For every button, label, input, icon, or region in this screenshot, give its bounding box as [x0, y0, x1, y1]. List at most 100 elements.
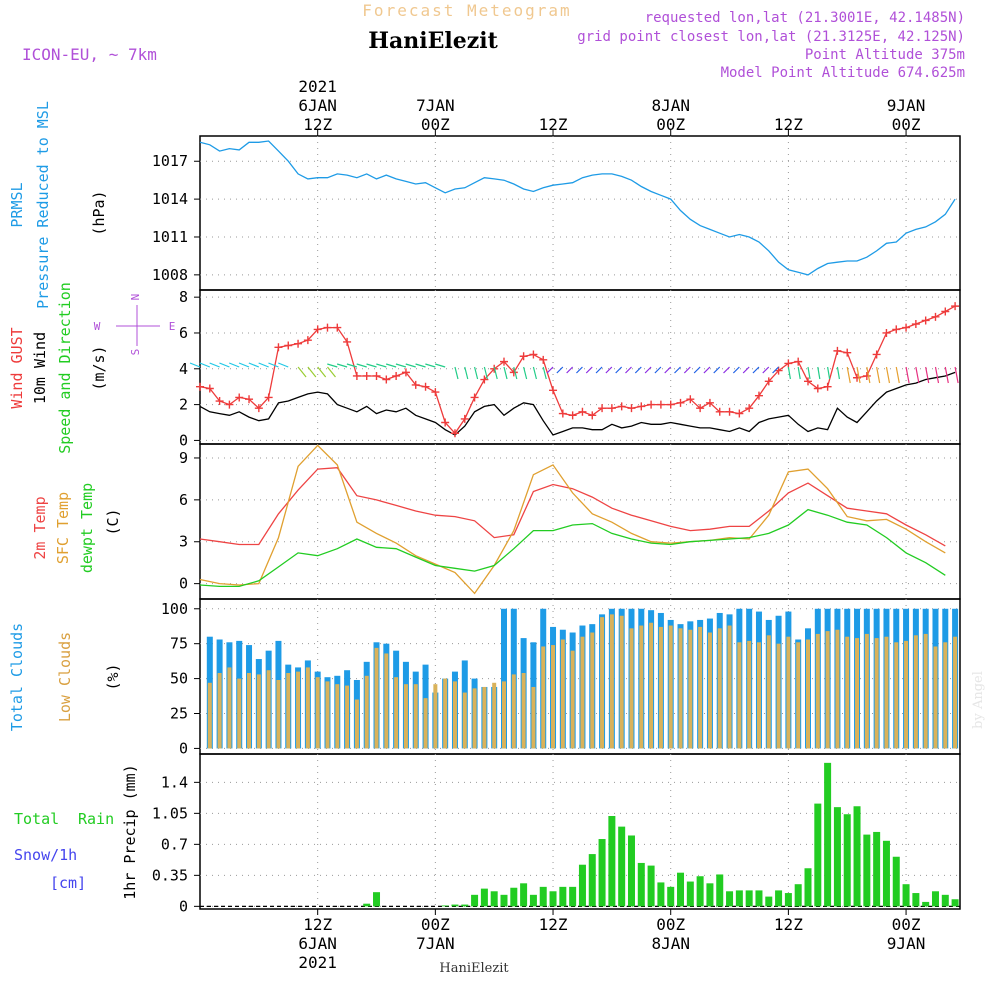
low-cloud-bar — [639, 625, 644, 749]
gust-marker — [352, 371, 361, 380]
low-cloud-bar — [698, 626, 703, 749]
gust-marker — [833, 346, 842, 355]
gust-marker — [284, 341, 293, 350]
gust-line — [199, 305, 956, 435]
rain-bar — [461, 904, 469, 907]
pressure-label-2: Pressure Reduced to MSL — [34, 101, 52, 309]
gust-marker — [362, 371, 371, 380]
rain-bar — [804, 868, 812, 907]
gust-marker — [813, 384, 822, 393]
wind-direction-arrow — [807, 366, 811, 380]
low-cloud-bar — [747, 640, 752, 749]
wind-direction-arrow — [905, 366, 910, 384]
gust-marker — [627, 404, 636, 413]
wind-label: 10m Wind — [31, 332, 49, 404]
wind-direction-arrow — [723, 366, 730, 374]
wind-direction-arrow — [307, 366, 317, 378]
gust-marker — [294, 339, 303, 348]
gust-marker — [892, 325, 901, 334]
wind-direction-arrow — [327, 366, 336, 378]
rain-bar — [794, 884, 802, 907]
gust-marker — [578, 407, 587, 416]
rain-bar — [765, 896, 773, 907]
low-cloud-bar — [462, 692, 467, 749]
rain-bar — [529, 894, 537, 907]
gust-marker — [921, 316, 930, 325]
wind-direction-arrow — [556, 366, 564, 374]
wind-direction-arrow — [797, 366, 801, 380]
wind-direction-arrow — [464, 366, 469, 380]
gust-marker — [745, 404, 754, 413]
gust-marker — [754, 391, 763, 400]
y-tick-label: 8 — [179, 288, 188, 306]
rain-bar — [657, 882, 665, 907]
low-cloud-bar — [413, 684, 418, 749]
low-cloud-bar — [913, 635, 918, 749]
rain-bar — [716, 874, 724, 907]
wind-unit: (m/s) — [90, 345, 108, 390]
wind-direction-arrow — [925, 366, 930, 384]
low-cloud-bar — [658, 626, 663, 749]
low-cloud-bar — [864, 633, 869, 749]
gust-marker — [588, 411, 597, 420]
sfc-temp-label: SFC Temp — [54, 492, 72, 564]
wind-direction-arrow — [258, 362, 269, 368]
gust-marker — [343, 337, 352, 346]
gust-marker — [382, 375, 391, 384]
bottom-time-label: 00Z — [892, 915, 921, 934]
rain-bar — [480, 888, 488, 907]
gust-marker — [666, 400, 675, 409]
wind-direction-arrow — [866, 366, 871, 384]
wind-direction-arrow — [827, 366, 831, 380]
gust-marker — [941, 307, 950, 316]
gust-marker — [804, 377, 812, 386]
rain-bar — [941, 894, 949, 907]
wind-direction-arrow — [615, 366, 623, 374]
low-cloud-bar — [727, 625, 732, 749]
rain-bar — [824, 762, 832, 907]
gust-marker — [853, 373, 862, 382]
rain-bar — [578, 864, 586, 907]
y-tick-label: 0 — [179, 575, 188, 593]
gust-marker — [598, 404, 607, 413]
low-cloud-bar — [551, 645, 556, 749]
low-cloud-bar — [354, 699, 359, 749]
low-cloud-bar — [845, 636, 850, 749]
wind-direction-arrow — [415, 363, 426, 368]
y-tick-label: 4 — [179, 360, 188, 378]
low-cloud-bar — [894, 642, 899, 749]
low-cloud-bar — [256, 674, 261, 749]
rain-bar — [843, 814, 851, 907]
wind-direction-arrow — [566, 366, 574, 374]
y-tick-label: 3 — [179, 533, 188, 551]
wind-direction-arrow — [503, 366, 508, 380]
side-credit: by Angel — [971, 671, 986, 729]
wind-direction-arrow — [189, 362, 201, 368]
rain-bar — [618, 826, 626, 907]
low-cloud-bar — [227, 667, 232, 749]
low-cloud-bar — [933, 646, 938, 749]
gust-marker — [264, 393, 273, 402]
wind-direction-arrow — [385, 363, 397, 368]
wind-direction-arrow — [405, 363, 416, 368]
panel-frame-wind — [199, 289, 961, 445]
low-cloud-bar — [590, 632, 595, 749]
rain-bar — [559, 886, 567, 907]
bottom-time-label: 00Z — [421, 915, 450, 934]
rain-bar — [677, 872, 685, 907]
top-time-label: 6JAN — [298, 96, 337, 115]
product-title: Forecast Meteogram — [362, 1, 571, 20]
point-altitude: Point Altitude 375m — [805, 47, 965, 63]
pressure-label-1: PRMSL — [8, 182, 26, 227]
y-tick-label: 1017 — [152, 152, 188, 170]
wind-direction-arrow — [876, 366, 881, 384]
wind-direction-arrow — [787, 366, 791, 380]
y-tick-label: 1008 — [152, 266, 188, 284]
gust-marker — [911, 320, 920, 329]
wind-direction-arrow — [674, 366, 681, 374]
gust-marker — [647, 400, 656, 409]
low-cloud-bar — [364, 675, 369, 749]
wind-direction-arrow — [605, 366, 613, 374]
top-time-label: 00Z — [656, 115, 685, 134]
low-cloud-bar — [452, 681, 457, 749]
